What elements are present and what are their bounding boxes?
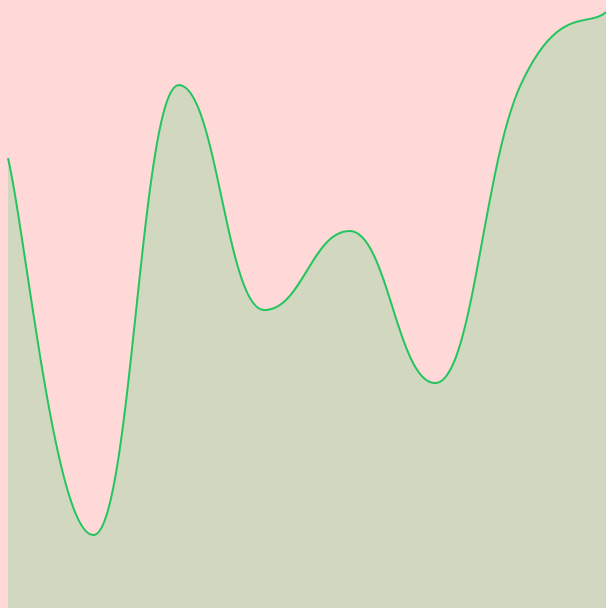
series-area: [8, 12, 606, 608]
series-line: [7, 11, 606, 537]
